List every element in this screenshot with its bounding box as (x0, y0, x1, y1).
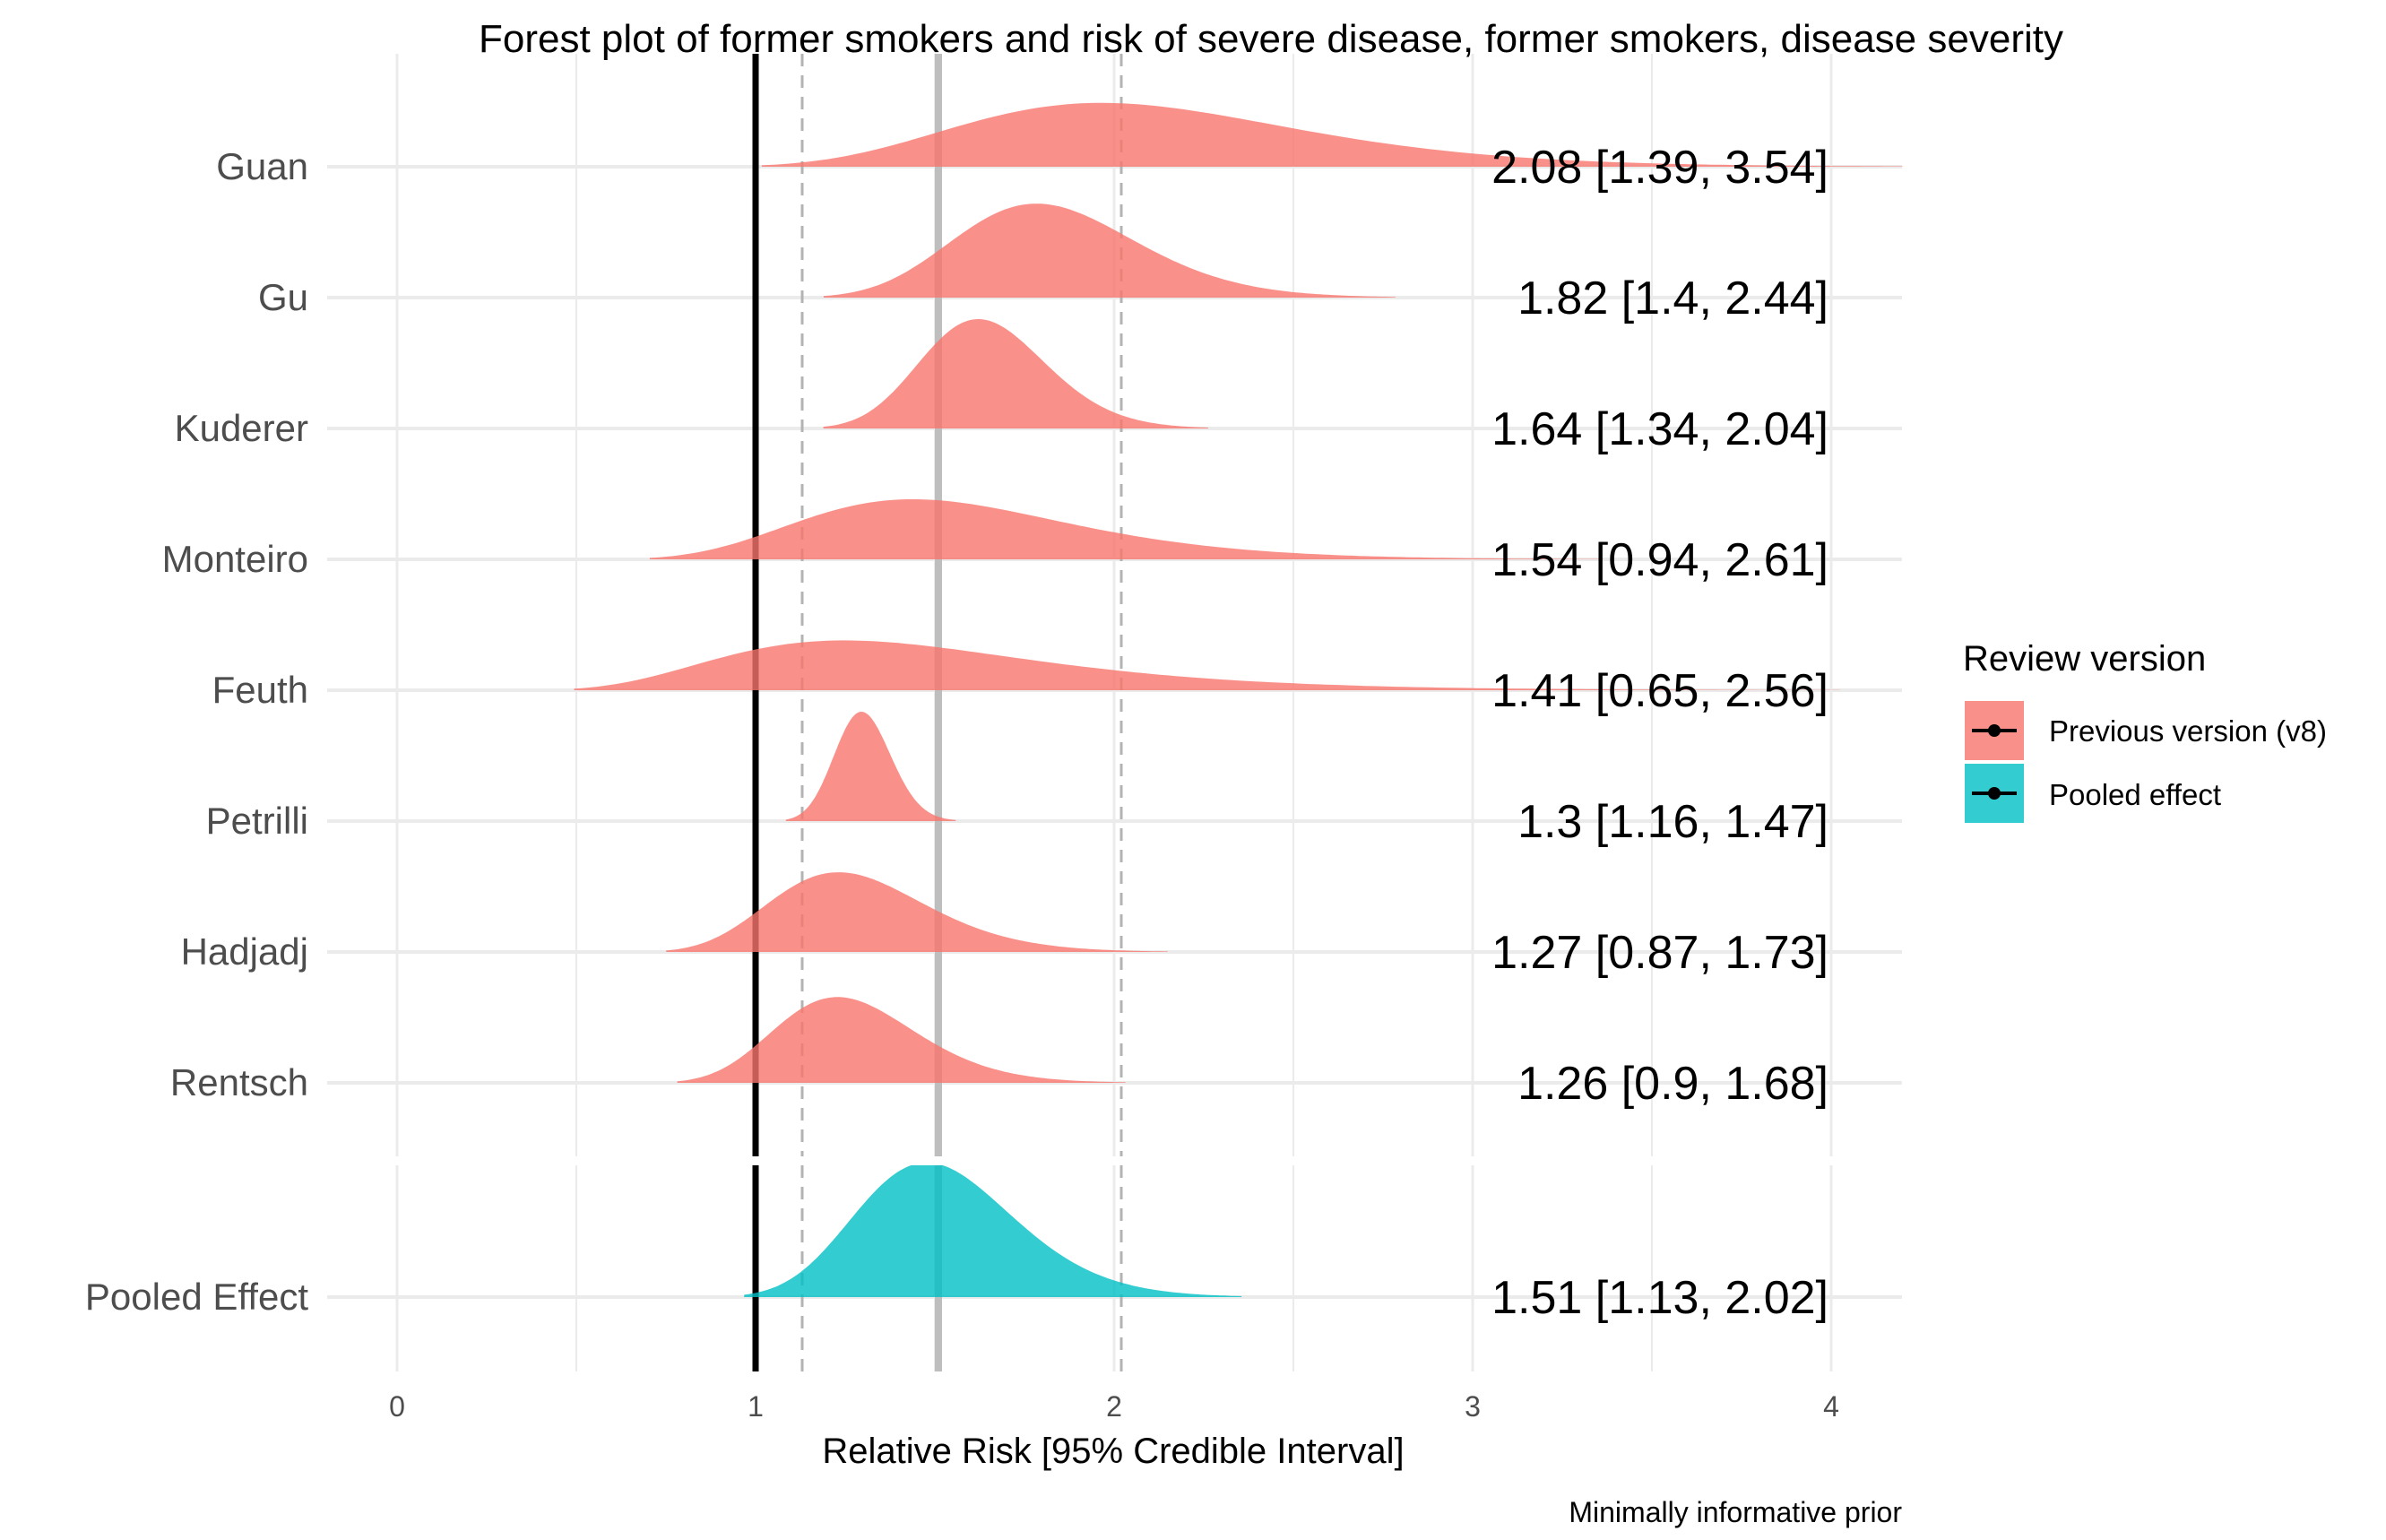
estimate-label-gu: 1.82 [1.4, 2.44] (1517, 273, 1828, 324)
legend: Review version Previous version (v8) Poo… (1963, 639, 2327, 823)
legend-entry-pooled: Pooled effect (1965, 764, 2221, 823)
chart-title: Forest plot of former smokers and risk o… (479, 17, 2063, 61)
study-label-guan: Guan (216, 145, 308, 187)
study-label-rentsch: Rentsch (170, 1061, 308, 1103)
density-rentsch (677, 997, 1126, 1083)
estimate-label-monteiro: 1.54 [0.94, 2.61] (1491, 534, 1828, 586)
x-tick-label: 0 (389, 1390, 405, 1423)
x-tick-label: 1 (748, 1390, 764, 1423)
density-gu (823, 203, 1396, 298)
density-feuth (574, 640, 1841, 690)
legend-key-dot (1988, 724, 2001, 737)
study-label-kuderer: Kuderer (175, 407, 308, 449)
legend-title: Review version (1963, 639, 2206, 679)
study-label-hadjadj: Hadjadj (181, 930, 308, 973)
density-petrilli (785, 712, 956, 821)
x-tick-layer: 0 1 2 3 4 (389, 1390, 1839, 1423)
x-tick-label: 3 (1465, 1390, 1481, 1423)
study-label-feuth: Feuth (212, 669, 308, 711)
estimate-label-rentsch: 1.26 [0.9, 1.68] (1517, 1058, 1828, 1110)
estimate-label-feuth: 1.41 [0.65, 2.56] (1491, 665, 1828, 717)
panel-divider (327, 1156, 1902, 1165)
estimate-label-guan: 2.08 [1.39, 3.54] (1491, 142, 1828, 194)
study-label-gu: Gu (258, 276, 308, 318)
caption: Minimally informative prior (1569, 1496, 1902, 1528)
density-pooled-effect (744, 1163, 1242, 1297)
estimate-label-hadjadj: 1.27 [0.87, 1.73] (1491, 927, 1828, 979)
study-label-petrilli: Petrilli (206, 800, 308, 842)
density-kuderer (823, 319, 1208, 428)
legend-label-pooled: Pooled effect (2049, 778, 2221, 811)
panel-divider-layer (327, 1156, 1902, 1165)
study-label-monteiro: Monteiro (162, 538, 308, 580)
legend-label-previous: Previous version (v8) (2049, 714, 2327, 748)
x-tick-label: 4 (1823, 1390, 1839, 1423)
estimate-label-pooled-effect: 1.51 [1.13, 2.02] (1491, 1272, 1828, 1324)
legend-key-dot (1988, 787, 2001, 800)
density-hadjadj (666, 872, 1168, 952)
density-guan (761, 102, 1903, 167)
study-label-pooled-effect: Pooled Effect (85, 1276, 308, 1318)
estimate-label-layer: 2.08 [1.39, 3.54] 1.82 [1.4, 2.44] 1.64 [1… (1491, 142, 1828, 1324)
estimate-label-petrilli: 1.3 [1.16, 1.47] (1517, 796, 1828, 848)
estimate-label-kuderer: 1.64 [1.34, 2.04] (1491, 403, 1828, 455)
study-label-layer: Guan Gu Kuderer Monteiro Feuth Petrilli Hadjad… (85, 145, 308, 1318)
legend-entry-previous: Previous version (v8) (1965, 701, 2327, 760)
density-monteiro (649, 499, 1604, 559)
x-axis-label: Relative Risk [95% Credible Interval] (822, 1432, 1404, 1471)
x-tick-label: 2 (1106, 1390, 1122, 1423)
density-layer (574, 102, 1903, 1297)
